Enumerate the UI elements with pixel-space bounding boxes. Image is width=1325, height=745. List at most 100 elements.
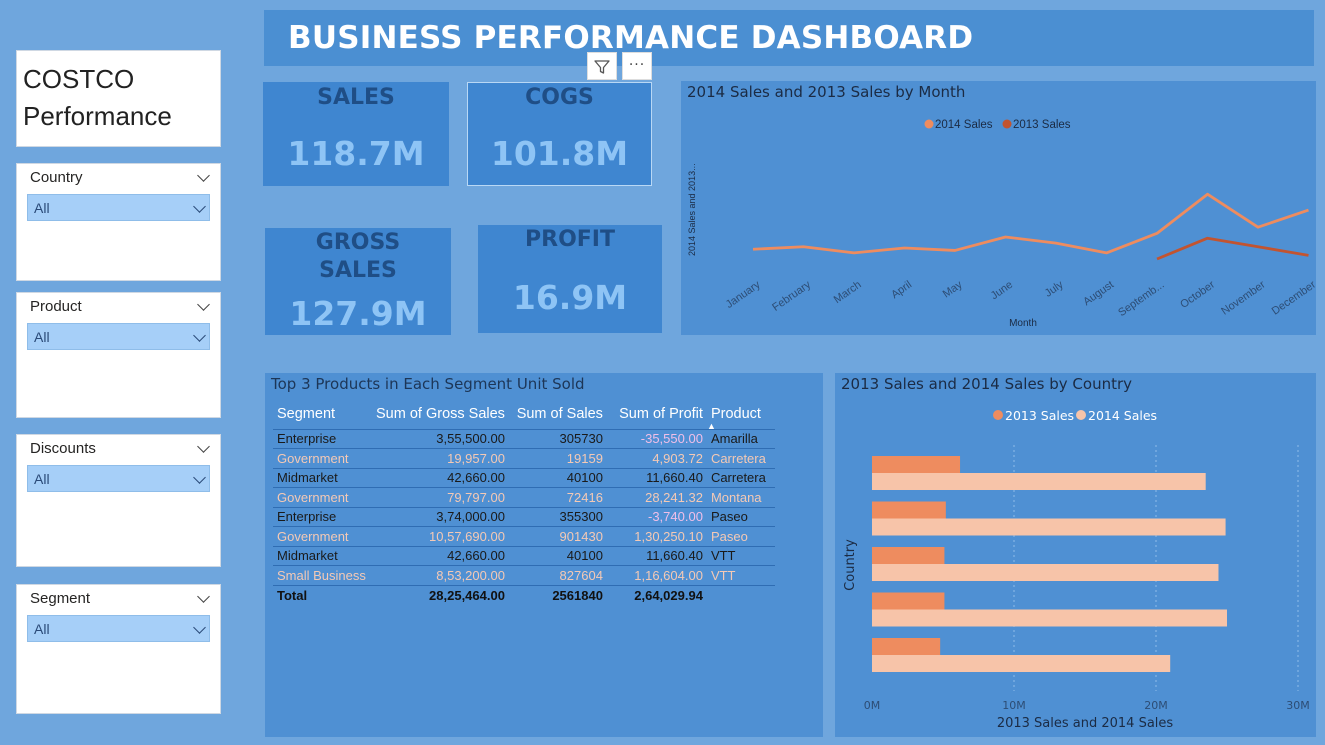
cell-gross-sales: 19,957.00 <box>372 448 509 469</box>
cell-gross-sales: 8,53,200.00 <box>372 565 509 586</box>
cell-profit: 11,660.40 <box>606 546 707 566</box>
total-cell: 28,25,464.00 <box>372 584 509 605</box>
bar-2013-sales[interactable] <box>872 456 961 473</box>
bar-2014-sales[interactable] <box>872 518 1226 536</box>
line-legend-item[interactable]: 2013 Sales <box>1002 119 1071 131</box>
x-tick-label: October <box>1178 279 1217 311</box>
cell-profit: 1,16,604.00 <box>606 565 707 586</box>
slicer-country-dropdown[interactable]: All <box>27 194 210 221</box>
table-row[interactable]: Government 19,957.00 19159 4,903.72 Carreter… <box>273 448 775 469</box>
bar-2013-sales[interactable] <box>872 638 941 655</box>
table-row[interactable]: Government 79,797.00 72416 28,241.32 Montana <box>273 487 775 508</box>
x-tick-label: August <box>1081 279 1116 308</box>
x-tick-label: July <box>1043 278 1066 299</box>
slicer-product-label: Product <box>30 298 82 315</box>
slicer-segment: Segment All <box>16 584 221 714</box>
cell-profit: -35,550.00 <box>606 428 707 449</box>
line-chart-y-axis-label: 2014 Sales and 2013... <box>687 163 697 256</box>
kpi-gross-sales-label-2: SALES <box>319 258 397 283</box>
cell-sales: 40100 <box>508 546 607 566</box>
slicer-discounts-dropdown[interactable]: All <box>27 465 210 492</box>
slicer-segment-label: Segment <box>30 590 91 607</box>
slicer-segment-dropdown[interactable]: All <box>27 615 210 642</box>
cell-sales: 827604 <box>508 565 607 586</box>
legend-label: 2013 Sales <box>1005 408 1074 423</box>
cell-segment: Enterprise <box>273 507 372 527</box>
kpi-gross-sales-label-1: GROSS <box>315 230 401 255</box>
cell-profit: -3,740.00 <box>606 507 707 527</box>
kpi-card-sales[interactable]: SALES 118.7M <box>263 82 449 186</box>
slicer-collapse-icon[interactable] <box>197 439 210 455</box>
table-row[interactable]: Government 10,57,690.00 901430 1,30,250.10 P… <box>273 526 775 547</box>
slicer-country-value: All <box>34 200 50 216</box>
bar-2013-sales[interactable] <box>872 501 946 519</box>
table-row[interactable]: Enterprise 3,74,000.00 355300 -3,740.00 Pase… <box>273 507 775 527</box>
x-tick-label: April <box>889 279 914 301</box>
slicer-collapse-icon[interactable] <box>197 168 210 184</box>
col-header-gross-sales[interactable]: Sum of Gross Sales <box>376 405 505 422</box>
kpi-profit-label: PROFIT <box>525 227 615 252</box>
bar-2013-sales[interactable] <box>872 547 945 564</box>
table-row[interactable]: Small Business 8,53,200.00 827604 1,16,604.… <box>273 565 775 586</box>
cell-segment: Government <box>273 526 372 547</box>
line-chart-x-axis-label: Month <box>1009 318 1037 329</box>
slicer-product-dropdown[interactable]: All <box>27 323 210 350</box>
kpi-card-cogs[interactable]: COGS 101.8M <box>467 82 652 186</box>
line-legend-item[interactable]: 2014 Sales <box>924 119 993 131</box>
chevron-down-icon <box>193 617 206 636</box>
sort-ascending-icon: ▲ <box>706 421 716 431</box>
col-header-product[interactable]: Product ▲ <box>706 399 775 431</box>
slicer-collapse-icon[interactable] <box>197 297 210 313</box>
line-chart-title: 2014 Sales and 2013 Sales by Month <box>687 83 966 101</box>
table-total-row: Total 28,25,464.00 2561840 2,64,029.94 <box>273 584 775 605</box>
bar-legend-item[interactable]: 2013 Sales <box>993 408 1074 423</box>
dashboard-title-bar: BUSINESS PERFORMANCE DASHBOARD <box>264 10 1314 66</box>
x-tick-label: 0M <box>864 699 881 712</box>
legend-marker <box>993 410 1003 420</box>
col-header-segment[interactable]: Segment <box>277 405 336 422</box>
cell-sales: 19159 <box>508 448 607 469</box>
more-options-glyph: ··· <box>628 57 646 73</box>
cell-product: Carretera <box>706 448 775 469</box>
table-header-row: Segment Sum of Gross Sales Sum of Sales … <box>273 399 775 431</box>
table-row[interactable]: Midmarket 42,660.00 40100 11,660.40 VTT <box>273 546 775 566</box>
kpi-card-gross-sales[interactable]: GROSS SALES 127.9M <box>265 228 451 335</box>
table-row[interactable]: Midmarket 42,660.00 40100 11,660.40 Carreter… <box>273 468 775 488</box>
chevron-down-icon <box>193 467 206 486</box>
more-options-icon[interactable]: ··· <box>622 52 652 80</box>
table-panel[interactable]: Top 3 Products in Each Segment Unit Sold… <box>265 373 823 737</box>
x-tick-label: Septemb... <box>1116 279 1166 319</box>
line-chart-panel[interactable]: 2014 Sales and 2013 Sales by Month 2014 … <box>681 81 1316 335</box>
cell-profit: 4,903.72 <box>606 448 707 469</box>
total-cell: 2561840 <box>508 584 607 605</box>
cell-sales: 40100 <box>508 468 607 488</box>
line-chart-svg: 2014 Sales 2013 Sales 2014 Sales and 2013… <box>687 119 1316 329</box>
slicer-collapse-icon[interactable] <box>197 589 210 605</box>
bar-chart-panel[interactable]: 2013 Sales and 2014 Sales by Country 201… <box>835 373 1316 737</box>
bar-legend-item[interactable]: 2014 Sales <box>1076 408 1157 423</box>
col-header-sales[interactable]: Sum of Sales <box>516 405 603 422</box>
cell-segment: Midmarket <box>273 468 372 488</box>
bar-2014-sales[interactable] <box>872 655 1171 672</box>
total-cell <box>706 584 775 605</box>
line-series-2014-sales[interactable] <box>752 192 1309 255</box>
slicer-product: Product All <box>16 292 221 418</box>
bar-2014-sales[interactable] <box>872 609 1227 627</box>
bar-chart-x-axis-label: 2013 Sales and 2014 Sales <box>997 716 1174 731</box>
bar-2014-sales[interactable] <box>872 564 1219 581</box>
bar-2013-sales[interactable] <box>872 592 945 610</box>
kpi-card-profit[interactable]: PROFIT 16.9M <box>478 225 662 333</box>
cell-sales: 305730 <box>508 428 607 449</box>
col-header-product-label: Product <box>710 405 761 422</box>
col-header-profit[interactable]: Sum of Profit <box>619 405 703 422</box>
line-series-2013-sales[interactable] <box>1156 236 1309 261</box>
table-row[interactable]: Enterprise 3,55,500.00 305730 -35,550.00 Ama… <box>273 428 775 449</box>
filter-icon[interactable] <box>587 52 617 80</box>
cell-profit: 1,30,250.10 <box>606 526 707 547</box>
cell-gross-sales: 3,55,500.00 <box>372 428 509 449</box>
cell-product: Montana <box>706 487 775 508</box>
bar-2014-sales[interactable] <box>872 473 1206 490</box>
kpi-sales-label: SALES <box>317 85 395 110</box>
x-tick-label: December <box>1270 279 1316 318</box>
slicer-product-value: All <box>34 329 50 345</box>
